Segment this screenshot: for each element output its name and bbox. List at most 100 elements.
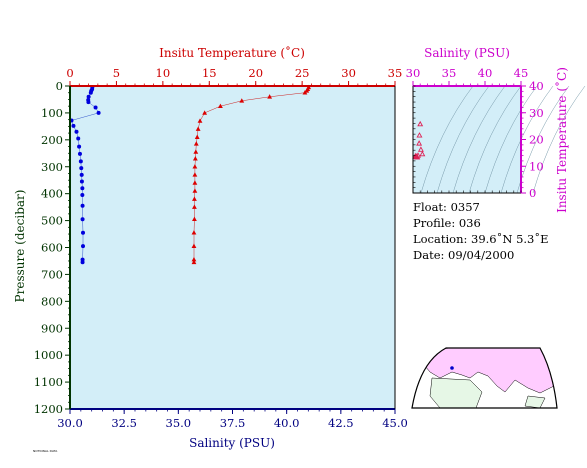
temperature-point: [191, 243, 197, 248]
ts-y-tick-label: 10: [529, 159, 544, 173]
ts-y-tick-label: 40: [529, 79, 544, 93]
africa-landmass: [429, 377, 483, 408]
density-contour: [436, 85, 490, 194]
ts-point: [414, 153, 421, 160]
temperature-point: [239, 98, 245, 103]
density-contour: [532, 85, 586, 194]
density-contour: [468, 85, 522, 194]
bottom-tick-label: 40.0: [274, 416, 300, 430]
temperature-point: [193, 149, 199, 154]
ts-y-axis-title: Insitu Temperature (˚C): [554, 67, 569, 213]
salinity-point: [79, 179, 84, 184]
top-axis-title: Insitu Temperature (˚C): [159, 45, 305, 60]
salinity-point: [88, 90, 93, 95]
ts-x-tick-label: 30: [406, 66, 421, 80]
top-tick-label: 5: [113, 66, 120, 80]
salinity-point: [79, 172, 84, 177]
y-tick-label: 300: [41, 160, 63, 174]
ts-point: [416, 140, 423, 146]
salinity-point: [74, 129, 79, 134]
bottom-axis-title: Salinity (PSU): [189, 436, 275, 450]
salinity-point: [80, 193, 85, 198]
y-tick-label: 0: [56, 79, 63, 93]
temperature-point: [194, 134, 200, 139]
temperature-point: [192, 216, 197, 222]
density-contour: [420, 85, 474, 194]
salinity-point: [80, 203, 85, 208]
temperature-point: [191, 257, 197, 262]
salinity-point: [81, 244, 85, 249]
salinity-point: [80, 186, 85, 191]
ts-y-tick-label: 0: [529, 186, 536, 200]
salinity-point: [80, 260, 85, 265]
y-tick-label: 600: [41, 241, 63, 255]
top-tick-label: 30: [341, 66, 356, 80]
y-tick-label: 900: [41, 321, 63, 335]
float-location-marker: [450, 366, 454, 370]
y-tick-label: 200: [41, 133, 63, 147]
float-id: Float: 0357: [413, 200, 480, 214]
temperature-point: [192, 204, 197, 209]
ts-point: [416, 132, 423, 138]
salinity-point: [81, 230, 85, 235]
map-border: [411, 347, 558, 409]
temperature-point: [193, 141, 199, 146]
temperature-point: [192, 156, 198, 161]
salinity-point: [78, 159, 83, 164]
y-tick-label: 1000: [34, 348, 63, 362]
temperature-point: [192, 196, 197, 201]
y-tick-label: 100: [41, 106, 63, 120]
float-info-block: Float: 0357 Profile: 036 Location: 39.6˚…: [413, 199, 549, 263]
top-tick-label: 0: [66, 66, 73, 80]
ts-point: [419, 150, 426, 157]
y-tick-label: 800: [41, 294, 63, 308]
salinity-point: [71, 123, 76, 128]
ts-point: [417, 120, 424, 127]
australia-landmass: [524, 395, 546, 408]
top-tick-label: 15: [202, 66, 217, 80]
ts-x-tick-label: 35: [442, 66, 457, 80]
temperature-point: [267, 94, 273, 99]
bottom-tick-label: 45.0: [382, 416, 408, 430]
bottom-tick-label: 42.5: [328, 416, 354, 430]
temperature-point: [191, 259, 197, 265]
temperature-point: [195, 126, 201, 131]
temperature-point: [192, 188, 198, 193]
y-axis-title: Pressure (decibar): [13, 190, 27, 303]
salinity-point: [76, 136, 81, 141]
salinity-point: [96, 110, 101, 115]
ts-y-tick-label: 20: [529, 133, 544, 147]
temperature-point: [192, 164, 198, 169]
density-contour: [452, 85, 506, 194]
temperature-point: [192, 172, 198, 177]
bottom-tick-label: 35.0: [166, 416, 192, 430]
top-tick-label: 20: [248, 66, 263, 80]
ts-x-tick-label: 45: [514, 66, 529, 80]
ts-x-tick-label: 40: [478, 66, 493, 80]
y-tick-label: 1100: [34, 375, 63, 389]
ts-x-axis-title: Salinity (PSU): [424, 46, 510, 60]
salinity-point: [86, 100, 91, 105]
y-tick-label: 400: [41, 187, 63, 201]
density-contour: [500, 85, 554, 194]
y-tick-label: 1200: [34, 402, 63, 416]
bottom-tick-label: 37.5: [220, 416, 246, 430]
salinity-point: [79, 166, 84, 171]
temperature-point: [192, 180, 198, 185]
temperature-point: [218, 103, 223, 108]
density-contour: [484, 85, 538, 194]
profile-number: Profile: 036: [413, 216, 481, 230]
y-tick-label: 500: [41, 214, 63, 228]
temperature-point: [191, 230, 197, 235]
salinity-point: [77, 144, 82, 149]
location-map: [411, 347, 558, 409]
top-tick-label: 10: [156, 66, 171, 80]
bottom-tick-label: 32.5: [111, 416, 137, 430]
y-tick-label: 700: [41, 267, 63, 281]
top-tick-label: 35: [388, 66, 403, 80]
temperature-point: [197, 118, 203, 123]
salinity-point: [86, 94, 91, 99]
ts-plot-area: [413, 86, 521, 193]
profile-date: Date: 09/04/2000: [413, 248, 515, 262]
